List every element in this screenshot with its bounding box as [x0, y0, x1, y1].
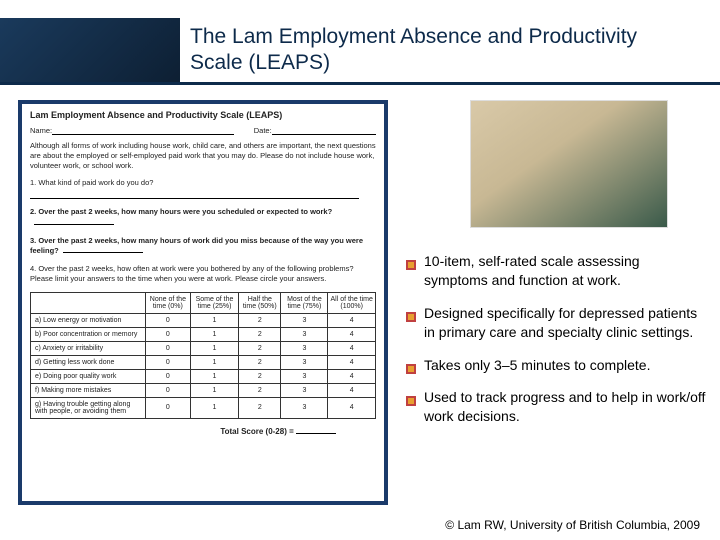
bullet-marker-icon [406, 308, 416, 318]
form-cell: 1 [190, 383, 238, 397]
bullet-item: Used to track progress and to help in wo… [406, 388, 706, 426]
stock-photo [470, 100, 668, 228]
form-cell: 0 [145, 369, 190, 383]
bullet-marker-icon [406, 392, 416, 402]
form-row-label: f) Making more mistakes [31, 383, 146, 397]
form-q3: 3. Over the past 2 weeks, how many hours… [30, 236, 376, 257]
table-row: b) Poor concentration or memory01234 [31, 327, 376, 341]
form-total: Total Score (0-28) = [30, 427, 376, 436]
form-cell: 4 [328, 383, 376, 397]
table-row: g) Having trouble getting along with peo… [31, 397, 376, 418]
form-col-4: All of the time (100%) [328, 292, 376, 313]
form-cell: 4 [328, 397, 376, 418]
form-cell: 4 [328, 313, 376, 327]
form-name-label: Name: [30, 126, 52, 135]
form-cell: 2 [239, 397, 281, 418]
header-banner-image [0, 18, 180, 82]
form-table: None of the time (0%) Some of the time (… [30, 292, 376, 419]
form-cell: 4 [328, 355, 376, 369]
bullet-marker-icon [406, 256, 416, 266]
form-cell: 3 [281, 355, 328, 369]
form-total-blank [296, 433, 336, 434]
table-row: a) Low energy or motivation01234 [31, 313, 376, 327]
form-name-blank [52, 126, 234, 135]
form-q2: 2. Over the past 2 weeks, how many hours… [30, 207, 376, 228]
form-q1: 1. What kind of paid work do you do? [30, 178, 376, 199]
form-screenshot: Lam Employment Absence and Productivity … [18, 100, 388, 505]
form-col-0: None of the time (0%) [145, 292, 190, 313]
form-cell: 0 [145, 397, 190, 418]
form-cell: 2 [239, 355, 281, 369]
form-cell: 2 [239, 383, 281, 397]
bullet-list: 10-item, self-rated scale assessing symp… [406, 252, 706, 440]
form-cell: 1 [190, 313, 238, 327]
form-col-2: Half the time (50%) [239, 292, 281, 313]
form-date-blank [272, 126, 376, 135]
form-cell: 3 [281, 313, 328, 327]
bullet-marker-icon [406, 360, 416, 370]
form-cell: 3 [281, 341, 328, 355]
form-cell: 4 [328, 369, 376, 383]
form-cell: 2 [239, 369, 281, 383]
form-cell: 0 [145, 355, 190, 369]
footer-copyright: © Lam RW, University of British Columbia… [445, 518, 700, 532]
form-q3-blank [63, 245, 143, 253]
form-cell: 2 [239, 327, 281, 341]
form-q2-text: 2. Over the past 2 weeks, how many hours… [30, 207, 332, 216]
form-cell: 4 [328, 341, 376, 355]
form-cell: 0 [145, 327, 190, 341]
form-cell: 1 [190, 327, 238, 341]
form-cell: 0 [145, 313, 190, 327]
header-divider [0, 82, 720, 85]
bullet-text: 10-item, self-rated scale assessing symp… [424, 252, 706, 290]
bullet-text: Takes only 3–5 minutes to complete. [424, 356, 650, 375]
form-row-label: d) Getting less work done [31, 355, 146, 369]
bullet-text: Used to track progress and to help in wo… [424, 388, 706, 426]
form-table-body: a) Low energy or motivation01234b) Poor … [31, 313, 376, 418]
form-date-label: Date: [254, 126, 272, 135]
form-cell: 1 [190, 397, 238, 418]
form-cell: 1 [190, 369, 238, 383]
form-q2-blank [34, 217, 114, 225]
form-q1-text: 1. What kind of paid work do you do? [30, 178, 153, 187]
form-table-header-row: None of the time (0%) Some of the time (… [31, 292, 376, 313]
form-row-label: b) Poor concentration or memory [31, 327, 146, 341]
form-cell: 1 [190, 355, 238, 369]
form-name-date-row: Name: Date: [30, 126, 376, 135]
bullet-item: Takes only 3–5 minutes to complete. [406, 356, 706, 375]
bullet-item: 10-item, self-rated scale assessing symp… [406, 252, 706, 290]
form-cell: 3 [281, 383, 328, 397]
form-title: Lam Employment Absence and Productivity … [30, 110, 376, 120]
form-q4-text: 4. Over the past 2 weeks, how often at w… [30, 264, 354, 283]
form-cell: 0 [145, 341, 190, 355]
form-q4: 4. Over the past 2 weeks, how often at w… [30, 264, 376, 284]
form-cell: 3 [281, 327, 328, 341]
slide-title: The Lam Employment Absence and Productiv… [190, 24, 670, 77]
form-row-label: g) Having trouble getting along with peo… [31, 397, 146, 418]
form-row-label: e) Doing poor quality work [31, 369, 146, 383]
form-cell: 3 [281, 397, 328, 418]
table-row: d) Getting less work done01234 [31, 355, 376, 369]
form-cell: 4 [328, 327, 376, 341]
form-q1-blank [30, 191, 359, 199]
form-cell: 1 [190, 341, 238, 355]
form-table-corner [31, 292, 146, 313]
form-col-3: Most of the time (75%) [281, 292, 328, 313]
form-col-1: Some of the time (25%) [190, 292, 238, 313]
table-row: f) Making more mistakes01234 [31, 383, 376, 397]
table-row: c) Anxiety or irritability01234 [31, 341, 376, 355]
table-row: e) Doing poor quality work01234 [31, 369, 376, 383]
form-row-label: a) Low energy or motivation [31, 313, 146, 327]
form-total-label: Total Score (0-28) = [220, 427, 293, 436]
form-row-label: c) Anxiety or irritability [31, 341, 146, 355]
form-cell: 2 [239, 313, 281, 327]
form-cell: 2 [239, 341, 281, 355]
bullet-item: Designed specifically for depressed pati… [406, 304, 706, 342]
form-cell: 3 [281, 369, 328, 383]
bullet-text: Designed specifically for depressed pati… [424, 304, 706, 342]
form-intro: Although all forms of work including hou… [30, 141, 376, 170]
form-cell: 0 [145, 383, 190, 397]
